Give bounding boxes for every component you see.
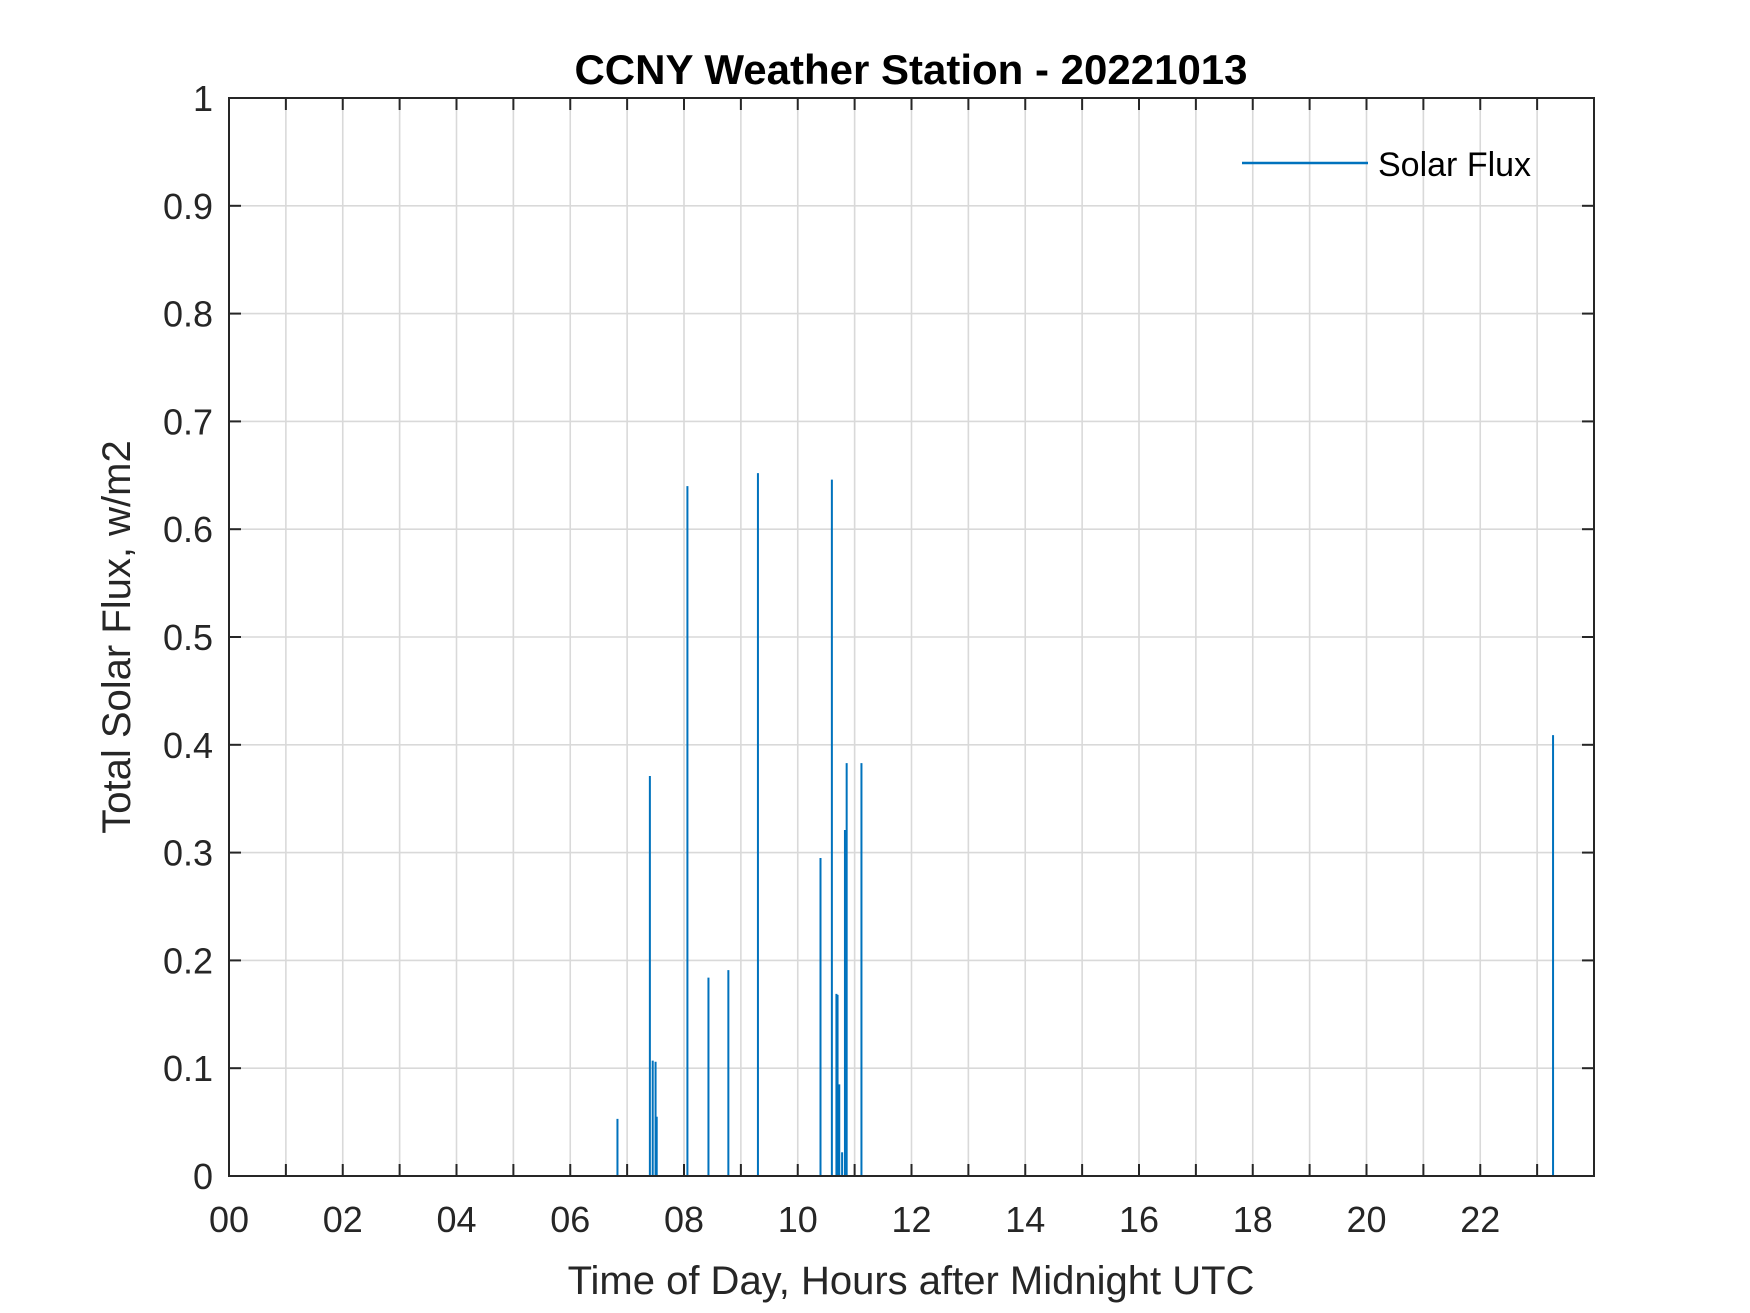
x-tick-label: 00 bbox=[209, 1199, 249, 1240]
y-tick-label: 0.5 bbox=[163, 617, 213, 658]
series-solar-flux bbox=[616, 473, 1555, 1176]
y-tick-label: 0.1 bbox=[163, 1048, 213, 1089]
y-tick-label: 0.7 bbox=[163, 401, 213, 442]
y-tick-labels: 0 0.1 0.2 0.3 0.4 0.5 0.6 0.7 0.8 0.9 1 bbox=[163, 78, 213, 1197]
y-axis-label: Total Solar Flux, w/m2 bbox=[95, 440, 139, 833]
y-tick-label: 0.6 bbox=[163, 509, 213, 550]
x-tick-label: 14 bbox=[1005, 1199, 1045, 1240]
y-tick-label: 0.2 bbox=[163, 940, 213, 981]
grid bbox=[229, 98, 1594, 1176]
x-tick-labels: 00 02 04 06 08 10 12 14 16 18 20 22 bbox=[209, 1199, 1500, 1240]
y-tick-label: 0.4 bbox=[163, 725, 213, 766]
y-tick-label: 0.8 bbox=[163, 294, 213, 335]
x-tick-label: 22 bbox=[1460, 1199, 1500, 1240]
axis-ticks bbox=[229, 98, 1594, 1176]
x-tick-label: 12 bbox=[891, 1199, 931, 1240]
y-tick-label: 0.9 bbox=[163, 186, 213, 227]
x-tick-label: 02 bbox=[323, 1199, 363, 1240]
x-tick-label: 10 bbox=[778, 1199, 818, 1240]
y-tick-label: 1 bbox=[193, 78, 213, 119]
y-tick-label: 0.3 bbox=[163, 833, 213, 874]
x-tick-label: 06 bbox=[550, 1199, 590, 1240]
legend: Solar Flux bbox=[1242, 146, 1531, 184]
x-tick-label: 16 bbox=[1119, 1199, 1159, 1240]
y-tick-label: 0 bbox=[193, 1156, 213, 1197]
x-tick-label: 04 bbox=[436, 1199, 476, 1240]
x-tick-label: 08 bbox=[664, 1199, 704, 1240]
legend-label-solar-flux: Solar Flux bbox=[1378, 146, 1531, 184]
x-axis-label: Time of Day, Hours after Midnight UTC bbox=[568, 1259, 1255, 1303]
x-tick-label: 18 bbox=[1233, 1199, 1273, 1240]
x-tick-label: 20 bbox=[1346, 1199, 1386, 1240]
chart-title: CCNY Weather Station - 20221013 bbox=[574, 46, 1247, 93]
